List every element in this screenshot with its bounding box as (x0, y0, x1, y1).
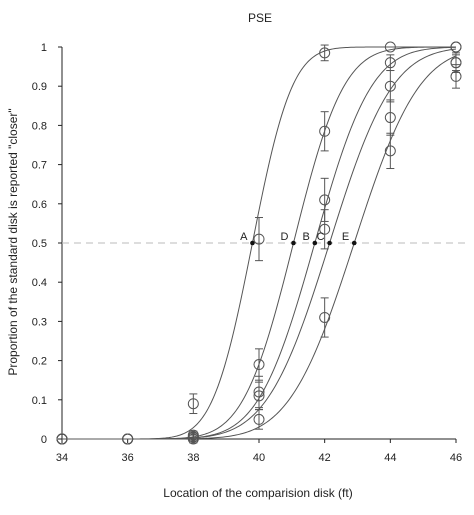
y-tick-label: 0.5 (32, 238, 47, 250)
pse-marker-C (327, 240, 332, 246)
x-tick-label: 40 (253, 452, 265, 464)
y-tick-label: 0 (41, 434, 47, 446)
pse-label-A: A (240, 231, 248, 243)
y-tick-label: 1 (41, 42, 47, 54)
data-point-D (450, 41, 462, 53)
data-point-E (319, 311, 331, 323)
data-point-E (187, 433, 199, 445)
x-tick-label: 38 (187, 452, 199, 464)
x-tick-label: 44 (384, 452, 396, 464)
x-tick-label: 46 (450, 452, 462, 464)
pse-marker-D (291, 240, 296, 246)
data-point-A (253, 233, 265, 245)
x-axis-label: Location of the comparision disk (ft) (163, 486, 352, 500)
x-tick-label: 34 (56, 452, 68, 464)
pse-label-D: D (281, 231, 289, 243)
y-tick-label: 0.7 (32, 160, 47, 172)
data-point-E (384, 145, 396, 157)
data-point-B (384, 80, 396, 92)
pse-label-C: C (317, 231, 325, 243)
data-point-E (56, 433, 68, 445)
data-point-C (319, 223, 331, 235)
y-tick-label: 0.9 (32, 81, 47, 93)
data-point-E (122, 433, 134, 445)
y-tick-label: 0.4 (32, 277, 47, 289)
data-point-E (253, 413, 265, 425)
data-point-A (187, 398, 199, 410)
y-axis-label: Proportion of the standard disk is repor… (6, 108, 20, 375)
data-point-D (253, 359, 265, 371)
pse-marker-B (312, 240, 318, 246)
y-tick-label: 0.1 (32, 395, 47, 407)
data-point-B (319, 194, 331, 206)
y-tick-label: 0.2 (32, 356, 47, 368)
x-tick-label: 36 (122, 452, 134, 464)
y-tick-label: 0.8 (32, 120, 47, 132)
data-point-C (253, 390, 265, 402)
chart-title: PSE (248, 11, 272, 25)
data-point-A (319, 47, 331, 59)
pse-marker-A (250, 240, 255, 246)
data-point-D (384, 57, 396, 69)
y-tick-label: 0.6 (32, 199, 47, 211)
data-point-E (450, 70, 462, 82)
pse-label-B: B (302, 231, 309, 243)
data-point-D (319, 125, 331, 137)
pse-label-E: E (342, 231, 349, 243)
y-tick-label: 0.3 (32, 316, 47, 328)
data-point-C (384, 112, 396, 124)
x-tick-label: 42 (319, 452, 331, 464)
data-point-A (384, 41, 396, 53)
pse-marker-E (351, 240, 357, 246)
plot-area: 0 0.1 0.2 0.3 0.4 0.5 0.6 0.7 0.8 0.9 1 34 36 38 40 42 4… (32, 41, 466, 464)
